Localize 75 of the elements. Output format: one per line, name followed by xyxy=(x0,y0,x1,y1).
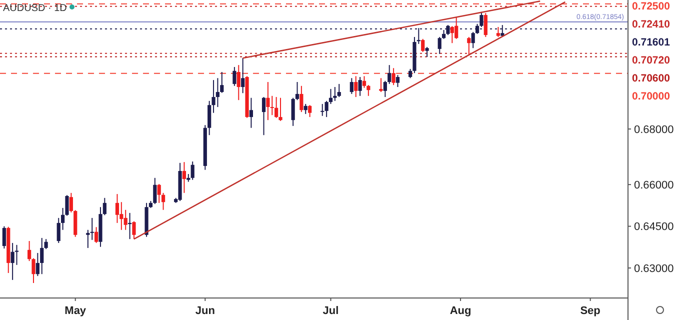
candlestick xyxy=(333,86,337,102)
candlestick xyxy=(69,192,73,213)
candlestick xyxy=(157,184,161,204)
candlestick xyxy=(383,80,387,98)
candlestick xyxy=(304,103,308,114)
candlestick xyxy=(484,12,488,38)
candlestick xyxy=(236,64,240,101)
x-tick-label: May xyxy=(64,305,87,317)
candlestick xyxy=(421,38,425,52)
candlestick xyxy=(308,104,312,118)
candlestick xyxy=(425,46,429,58)
candlestick xyxy=(358,76,362,96)
y-tick-label: 0.64500 xyxy=(634,221,674,234)
candlestick xyxy=(249,97,253,128)
candlestick xyxy=(44,238,48,250)
candlestick xyxy=(74,210,78,238)
candlestick xyxy=(362,76,366,88)
candlestick xyxy=(354,76,358,98)
candlestick xyxy=(320,103,324,116)
candlestick xyxy=(496,26,500,38)
chart-title: AUDUSD · 1D xyxy=(3,3,67,14)
candlestick xyxy=(94,226,98,244)
candlestick xyxy=(86,229,90,248)
candlestick xyxy=(161,192,166,210)
candlestick xyxy=(124,209,128,230)
candlestick xyxy=(366,84,370,96)
candlestick xyxy=(14,244,19,266)
candlestick xyxy=(396,74,400,88)
candlestick xyxy=(190,161,194,180)
candlestick xyxy=(300,85,304,113)
candlestick xyxy=(241,58,245,94)
candlestick xyxy=(392,68,396,86)
candlestick xyxy=(278,97,282,122)
ref-line-label: 0.70000 xyxy=(632,90,670,103)
ref-line-label: 0.72500 xyxy=(632,0,670,13)
candlestick xyxy=(291,97,295,126)
ref-line-label: 0.72410 xyxy=(632,18,670,31)
candlestick xyxy=(56,217,60,244)
x-tick-label: Sep xyxy=(580,305,601,317)
x-tick-label: Jul xyxy=(322,305,339,317)
candlestick xyxy=(120,202,124,230)
candlestick xyxy=(232,66,236,86)
candlestick xyxy=(471,31,475,49)
candlestick xyxy=(262,96,266,136)
candlestick xyxy=(216,78,220,108)
candlestick xyxy=(274,96,278,118)
candlestick xyxy=(450,26,454,44)
candlestick xyxy=(454,16,458,40)
candlestick xyxy=(350,78,354,94)
candlestick xyxy=(438,36,442,54)
y-tick-label: 0.63000 xyxy=(634,262,674,275)
candlestick xyxy=(153,177,157,205)
candlestick xyxy=(132,220,136,240)
candlestick xyxy=(220,72,224,94)
y-tick-label: 0.68000 xyxy=(634,124,674,136)
x-tick-label: Aug xyxy=(450,305,472,317)
candlestick xyxy=(270,95,274,116)
candlestick xyxy=(115,194,120,224)
candlestick xyxy=(2,226,6,250)
candlestick xyxy=(379,78,383,93)
candlestick xyxy=(182,162,186,194)
candlestick xyxy=(467,36,471,56)
y-tick-label: 0.66000 xyxy=(634,179,674,192)
ref-line-label: 0.70720 xyxy=(632,54,670,67)
candlestick xyxy=(36,252,40,277)
x-tick-label: Jun xyxy=(195,305,216,317)
candlestick xyxy=(10,242,14,280)
candlestick xyxy=(295,82,300,101)
candlestick xyxy=(388,64,392,84)
candlestick xyxy=(337,83,341,98)
candlestick xyxy=(208,100,212,136)
ref-line-label: 0.70600 xyxy=(632,72,670,85)
candlestick xyxy=(40,237,44,275)
candlestick xyxy=(266,82,270,121)
ref-line-label: 0.71601 xyxy=(632,36,670,49)
